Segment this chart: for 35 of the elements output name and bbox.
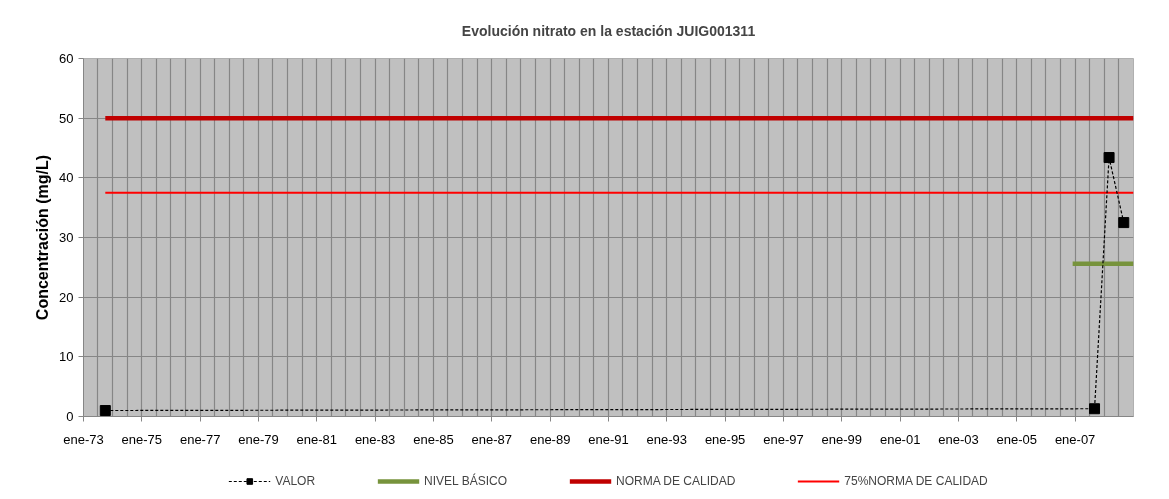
x-tick-label: ene-99 (821, 431, 863, 447)
x-tick-label: ene-89 (529, 431, 571, 447)
legend-label: 75%NORMA DE CALIDAD (844, 474, 988, 488)
x-tick-label: ene-73 (63, 431, 104, 447)
point (99, 405, 111, 417)
x-tick-label: ene-95 (704, 431, 746, 447)
y-tick-label: 30 (59, 230, 74, 245)
y-tick-label: 0 (66, 409, 74, 424)
y-tick-label: 60 (59, 51, 74, 66)
x-tick-label: ene-85 (413, 431, 454, 447)
x-tick-label: ene-07 (1054, 431, 1096, 447)
legend-label: NORMA DE CALIDAD (615, 474, 736, 488)
x-tick-label: ene-81 (296, 431, 338, 447)
y-axis-title: Concentración (mg/L) (34, 154, 52, 321)
point (1103, 152, 1115, 164)
x-tick-label: ene-97 (763, 431, 804, 447)
legend-label: VALOR (275, 474, 316, 488)
x-tick-label: ene-83 (354, 431, 396, 447)
x-tick-label: ene-03 (938, 431, 979, 447)
point (1118, 217, 1130, 229)
legend-label: NIVEL BÁSICO (424, 474, 507, 488)
point (1089, 403, 1101, 415)
x-tick-label: ene-75 (121, 431, 163, 447)
y-tick-label: 40 (59, 170, 74, 186)
x-tick-label: ene-77 (179, 431, 221, 447)
y-tick-label: 20 (59, 289, 74, 305)
x-tick-label: ene-93 (646, 431, 688, 447)
chart-title: Evolución nitrato en la estación JUIG001311 (461, 22, 756, 39)
x-tick-label: ene-01 (879, 431, 921, 447)
x-tick-label: ene-91 (588, 431, 629, 447)
y-tick-label: 50 (59, 110, 74, 126)
x-tick-label: ene-05 (996, 431, 1038, 447)
x-tick-label: ene-87 (471, 431, 513, 447)
y-tick-label: 10 (59, 349, 74, 365)
x-tick-label: ene-79 (238, 431, 279, 447)
